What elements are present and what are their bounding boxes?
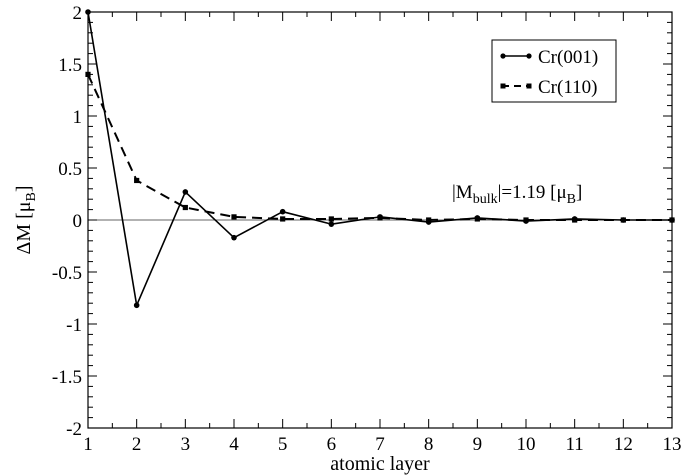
data-point-cr110 <box>426 217 432 223</box>
y-axis-label-sub: B <box>24 192 39 201</box>
x-tick-label: 8 <box>424 434 434 455</box>
legend-label-cr110: Cr(110) <box>538 77 597 98</box>
bulk-moment-annotation: |Mbulk|=1.19 [μB] <box>452 182 582 207</box>
annotation-sub-b: B <box>567 192 576 207</box>
data-point-cr001 <box>182 189 189 195</box>
x-tick-label: 12 <box>614 434 633 455</box>
annotation-middle: |=1.19 [μ <box>498 182 567 203</box>
x-tick-label: 11 <box>566 434 584 455</box>
y-tick-label: -1.5 <box>52 367 82 388</box>
y-tick-label: 2 <box>73 3 83 24</box>
y-tick-label: -2 <box>66 419 82 440</box>
data-point-cr001 <box>231 234 237 241</box>
legend-marker-cr001-left <box>500 53 506 59</box>
data-point-cr110 <box>474 216 480 222</box>
legend: Cr(001) Cr(110) <box>491 39 617 103</box>
legend-label-cr001: Cr(001) <box>538 47 598 68</box>
data-point-cr110 <box>377 215 383 221</box>
y-axis-label: ΔM [μB] <box>13 185 39 254</box>
legend-box <box>491 39 617 103</box>
y-tick-label: 1.5 <box>58 55 82 76</box>
data-point-cr110 <box>231 214 237 220</box>
x-tick-label: 7 <box>375 434 385 455</box>
annotation-suffix: ] <box>576 182 582 203</box>
data-point-cr110 <box>328 216 334 222</box>
data-point-cr110 <box>280 216 286 222</box>
y-axis-label-tail: ] <box>13 185 35 192</box>
annotation-prefix: |M <box>452 182 473 203</box>
annotation-sub-bulk: bulk <box>473 192 498 207</box>
legend-marker-cr110-left <box>500 83 506 89</box>
y-axis-label-base: ΔM [μ <box>13 201 35 254</box>
y-tick-label: 0.5 <box>58 159 82 180</box>
legend-marker-cr110-right <box>526 83 532 89</box>
x-tick-label: 2 <box>132 434 142 455</box>
data-point-cr110 <box>620 217 626 223</box>
x-tick-label: 6 <box>327 434 337 455</box>
plot-frame <box>87 11 673 429</box>
y-tick-label: 1 <box>73 107 83 128</box>
data-point-cr110 <box>182 204 188 211</box>
x-axis-label: atomic layer <box>330 453 430 475</box>
legend-marker-cr001-right <box>526 53 532 59</box>
x-tick-label: 10 <box>517 434 536 455</box>
x-tick-label: 5 <box>278 434 288 455</box>
y-tick-label: -0.5 <box>52 263 82 284</box>
data-point-cr001 <box>133 302 140 309</box>
x-tick-label: 9 <box>473 434 483 455</box>
x-tick-label: 13 <box>663 434 682 455</box>
data-point-cr001 <box>279 208 286 215</box>
y-tick-label: -1 <box>66 315 82 336</box>
data-point-cr001 <box>328 221 335 227</box>
x-tick-label: 3 <box>181 434 191 455</box>
y-tick-label: 0 <box>73 211 83 232</box>
data-point-cr110 <box>134 177 140 184</box>
x-tick-label: 4 <box>229 434 239 455</box>
x-tick-label: 1 <box>83 434 93 455</box>
data-point-cr110 <box>572 217 578 223</box>
data-point-cr110 <box>523 217 529 223</box>
